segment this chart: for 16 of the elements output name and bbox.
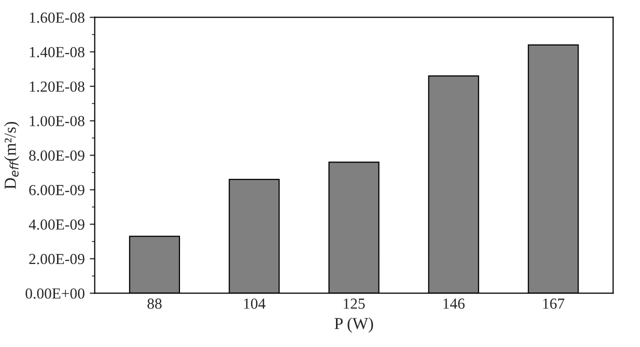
x-axis-title: P (W) [334,317,374,333]
y-tick-label: 0.00E+00 [26,288,84,299]
y-tick-label: 1.40E-08 [30,46,84,58]
y-tick-label: 6.00E-09 [29,184,84,196]
x-tick-label: 167 [543,298,564,309]
y-tick-label: 4.00E-09 [28,219,84,230]
y-tick-label: 1.00E-08 [30,116,84,126]
x-tick-label: 104 [244,298,266,309]
y-tick-label: 2.00E-09 [29,254,84,264]
y-tick-label: 1.20E-08 [30,81,84,92]
y-tick-label: 8.00E-09 [29,150,84,161]
x-tick-label: 88 [147,298,162,309]
x-tick-label: 125 [344,298,365,309]
x-tick-label: 146 [444,298,465,309]
y-tick-label: 1.60E-08 [30,12,84,23]
y-axis-title: D$_{eff}$(m²/s) [4,122,20,189]
